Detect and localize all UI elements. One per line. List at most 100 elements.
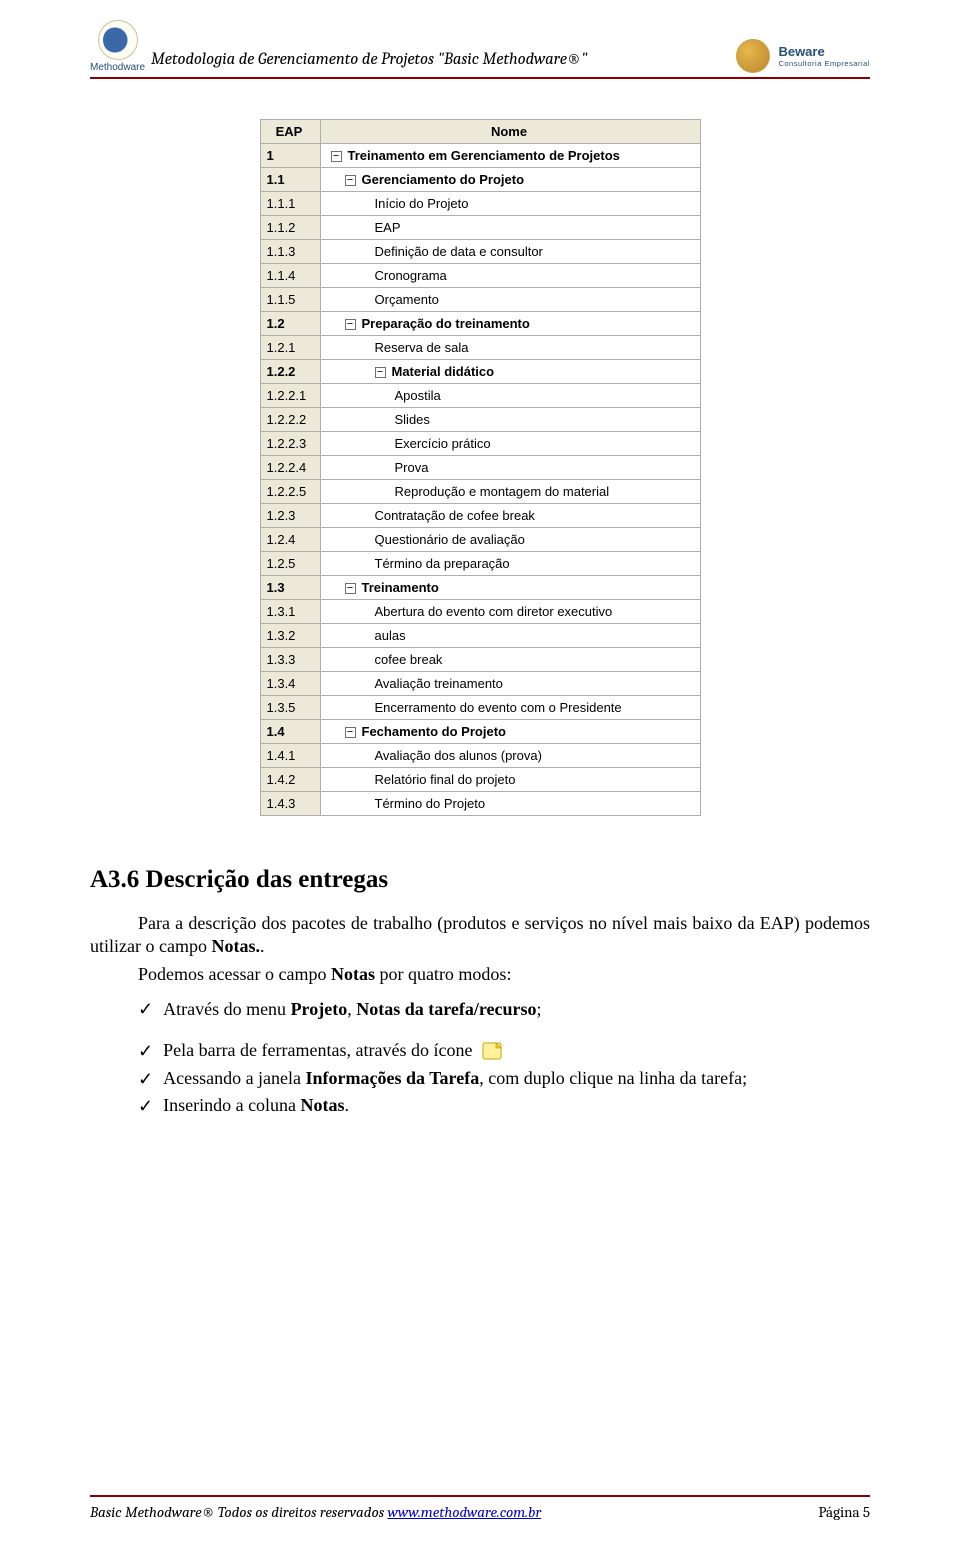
list-item-bold1: Projeto bbox=[291, 999, 348, 1019]
eap-name-cell: −Treinamento em Gerenciamento de Projeto… bbox=[320, 144, 700, 168]
table-row: 1.1.3Definição de data e consultor bbox=[260, 240, 700, 264]
checkmark-icon: ✓ bbox=[138, 1042, 153, 1060]
eap-name-cell: Orçamento bbox=[320, 288, 700, 312]
page-header: Methodware Metodologia de Gerenciamento … bbox=[90, 20, 870, 79]
eap-name-cell: Questionário de avaliação bbox=[320, 528, 700, 552]
table-row: 1.2.5 Término da preparação bbox=[260, 552, 700, 576]
footer-link[interactable]: www.methodware.com.br bbox=[387, 1503, 541, 1521]
eap-id-cell: 1.4 bbox=[260, 720, 320, 744]
collapse-toggle-icon[interactable]: − bbox=[345, 583, 356, 594]
table-row: 1.4.1Avaliação dos alunos (prova) bbox=[260, 744, 700, 768]
list-item: ✓Inserindo a coluna Notas. bbox=[138, 1092, 870, 1119]
list-item-post: ; bbox=[537, 999, 542, 1019]
eap-id-cell: 1.3 bbox=[260, 576, 320, 600]
table-row: 1.3.1 Abertura do evento com diretor exec… bbox=[260, 600, 700, 624]
eap-name-cell: Reserva de sala bbox=[320, 336, 700, 360]
beware-logo: Beware Consultoria Empresarial bbox=[736, 39, 870, 73]
list-item-pre: Inserindo a coluna bbox=[163, 1095, 300, 1115]
eap-row-name: Abertura do evento com diretor executivo bbox=[375, 604, 613, 619]
eap-id-cell: 1.4.2 bbox=[260, 768, 320, 792]
table-row: 1.4.3Término do Projeto bbox=[260, 792, 700, 816]
para2-text-pre: Podemos acessar o campo bbox=[138, 964, 331, 984]
table-row: 1.2.2.1Apostila bbox=[260, 384, 700, 408]
eap-row-name: Avaliação dos alunos (prova) bbox=[375, 748, 542, 763]
eap-row-name: Fechamento do Projeto bbox=[362, 724, 506, 739]
eap-id-cell: 1.2.2.1 bbox=[260, 384, 320, 408]
list-item: ✓ Pela barra de ferramentas, através do í… bbox=[138, 1037, 870, 1066]
list-item-bold2: Notas da tarefa/recurso bbox=[356, 999, 536, 1019]
eap-name-cell: −Preparação do treinamento bbox=[320, 312, 700, 336]
eap-col-header-id: EAP bbox=[260, 120, 320, 144]
para2-bold: Notas bbox=[331, 964, 375, 984]
collapse-toggle-icon[interactable]: − bbox=[345, 727, 356, 738]
document-title: Metodologia de Gerenciamento de Projetos… bbox=[151, 50, 587, 73]
eap-name-cell: Abertura do evento com diretor executivo bbox=[320, 600, 700, 624]
list-item-pre: Pela barra de ferramentas, através do íc… bbox=[163, 1040, 477, 1060]
eap-row-name: Prova bbox=[395, 460, 429, 475]
eap-id-cell: 1.2 bbox=[260, 312, 320, 336]
eap-row-name: Início do Projeto bbox=[375, 196, 469, 211]
eap-row-name: Definição de data e consultor bbox=[375, 244, 543, 259]
table-row: 1.3.2aulas bbox=[260, 624, 700, 648]
table-row: 1.3.4Avaliação treinamento bbox=[260, 672, 700, 696]
eap-name-cell: Relatório final do projeto bbox=[320, 768, 700, 792]
table-row: 1.2−Preparação do treinamento bbox=[260, 312, 700, 336]
collapse-toggle-icon[interactable]: − bbox=[331, 151, 342, 162]
para2-text-post: por quatro modos: bbox=[375, 964, 512, 984]
para1-text-pre: Para a descrição dos pacotes de trabalho… bbox=[90, 913, 870, 956]
eap-id-cell: 1.2.2 bbox=[260, 360, 320, 384]
collapse-toggle-icon[interactable]: − bbox=[345, 319, 356, 330]
table-row: 1.2.1Reserva de sala bbox=[260, 336, 700, 360]
eap-row-name: Cronograma bbox=[375, 268, 447, 283]
section-heading: A3.6 Descrição das entregas bbox=[90, 866, 870, 894]
beware-name: Beware bbox=[778, 44, 870, 59]
eap-name-cell: Encerramento do evento com o Presidente bbox=[320, 696, 700, 720]
table-row: 1.1.5Orçamento bbox=[260, 288, 700, 312]
table-row: 1.1.2EAP bbox=[260, 216, 700, 240]
collapse-toggle-icon[interactable]: − bbox=[375, 367, 386, 378]
table-row: 1.2.3Contratação de cofee break bbox=[260, 504, 700, 528]
eap-name-cell: Término da preparação bbox=[320, 552, 700, 576]
eap-id-cell: 1.1.5 bbox=[260, 288, 320, 312]
para1-text-post: . bbox=[260, 936, 265, 956]
para1-bold: Notas. bbox=[211, 936, 260, 956]
eap-name-cell: Contratação de cofee break bbox=[320, 504, 700, 528]
eap-id-cell: 1.1.4 bbox=[260, 264, 320, 288]
table-row: 1.3−Treinamento bbox=[260, 576, 700, 600]
eap-id-cell: 1.1.1 bbox=[260, 192, 320, 216]
eap-id-cell: 1.3.4 bbox=[260, 672, 320, 696]
methodware-logo-icon bbox=[98, 20, 138, 60]
eap-id-cell: 1.2.5 bbox=[260, 552, 320, 576]
eap-id-cell: 1.3.1 bbox=[260, 600, 320, 624]
list-item-bold1: Informações da Tarefa bbox=[306, 1068, 480, 1088]
eap-table-wrapper: EAP Nome 1−Treinamento em Gerenciamento … bbox=[90, 119, 870, 816]
eap-name-cell: Exercício prático bbox=[320, 432, 700, 456]
checkmark-icon: ✓ bbox=[138, 1097, 153, 1115]
eap-row-name: Gerenciamento do Projeto bbox=[362, 172, 525, 187]
list-item-text: Através do menu Projeto, Notas da tarefa… bbox=[163, 999, 541, 1020]
table-row: 1.2.4Questionário de avaliação bbox=[260, 528, 700, 552]
eap-name-cell: aulas bbox=[320, 624, 700, 648]
eap-id-cell: 1.3.5 bbox=[260, 696, 320, 720]
eap-id-cell: 1.2.2.5 bbox=[260, 480, 320, 504]
table-row: 1.3.5Encerramento do evento com o Presid… bbox=[260, 696, 700, 720]
collapse-toggle-icon[interactable]: − bbox=[345, 175, 356, 186]
eap-name-cell: Avaliação dos alunos (prova) bbox=[320, 744, 700, 768]
eap-row-name: Término do Projeto bbox=[375, 796, 486, 811]
eap-row-name: Término da preparação bbox=[375, 556, 510, 571]
table-row: 1.2.2 −Material didático bbox=[260, 360, 700, 384]
eap-col-header-name: Nome bbox=[320, 120, 700, 144]
footer-left-text: Basic Methodware® Todos os direitos rese… bbox=[90, 1503, 387, 1521]
footer-left: Basic Methodware® Todos os direitos rese… bbox=[90, 1503, 541, 1521]
table-row: 1.4 −Fechamento do Projeto bbox=[260, 720, 700, 744]
eap-row-name: aulas bbox=[375, 628, 406, 643]
eap-row-name: Material didático bbox=[392, 364, 495, 379]
list-item-post: , com duplo clique na linha da tarefa; bbox=[479, 1068, 747, 1088]
eap-row-name: Relatório final do projeto bbox=[375, 772, 516, 787]
header-left: Methodware Metodologia de Gerenciamento … bbox=[90, 20, 587, 73]
eap-name-cell: Slides bbox=[320, 408, 700, 432]
eap-table: EAP Nome 1−Treinamento em Gerenciamento … bbox=[260, 119, 701, 816]
eap-table-header-row: EAP Nome bbox=[260, 120, 700, 144]
eap-name-cell: cofee break bbox=[320, 648, 700, 672]
checkmark-icon: ✓ bbox=[138, 1070, 153, 1088]
